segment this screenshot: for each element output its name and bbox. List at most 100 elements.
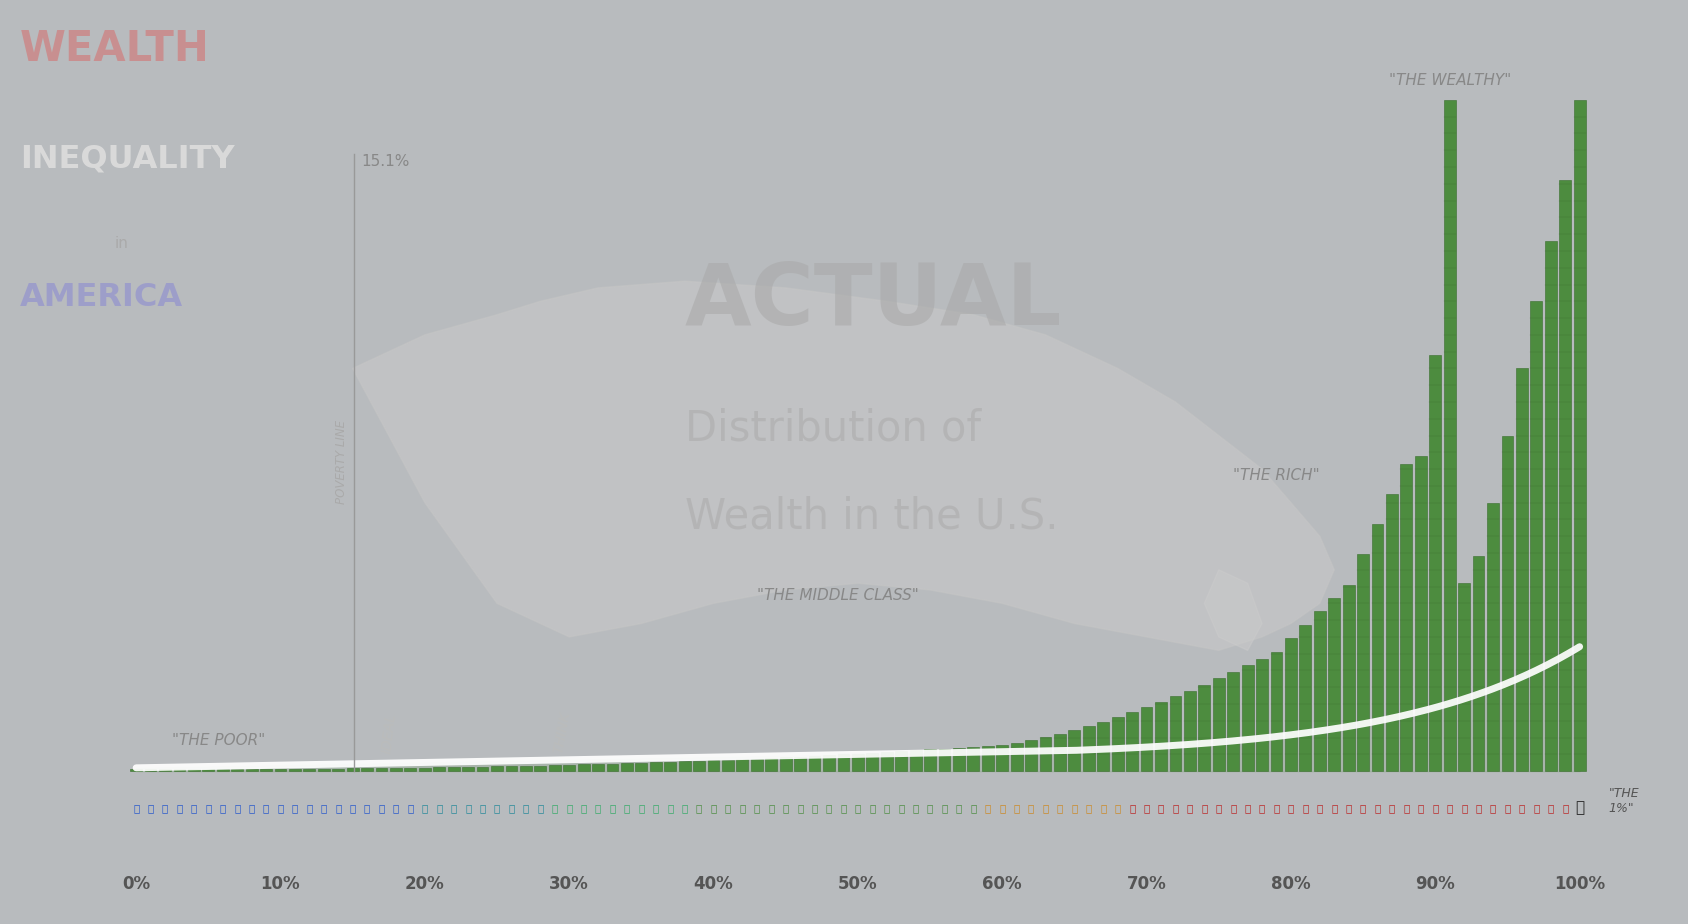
Text: ⧗: ⧗ (984, 803, 991, 813)
Bar (260, 769, 272, 772)
Text: ⧗: ⧗ (825, 803, 832, 813)
Text: ⧗: ⧗ (1215, 803, 1222, 813)
Text: ⧗: ⧗ (1418, 803, 1425, 813)
Text: ⧗: ⧗ (336, 803, 341, 813)
Bar (463, 767, 474, 772)
Bar (1183, 690, 1195, 772)
Text: ⧗: ⧗ (1244, 803, 1251, 813)
Text: ⧗: ⧗ (1403, 803, 1409, 813)
Text: ⧗: ⧗ (942, 803, 947, 813)
Bar (1531, 301, 1543, 772)
Text: ⧗: ⧗ (1361, 803, 1366, 813)
Bar (939, 748, 950, 772)
Bar (1472, 556, 1484, 772)
Text: ⧗: ⧗ (898, 803, 905, 813)
Text: ⧗: ⧗ (883, 803, 890, 813)
Text: ⧗: ⧗ (1475, 803, 1482, 813)
Polygon shape (1204, 570, 1263, 650)
Text: ⧗: ⧗ (625, 803, 630, 813)
Text: ⧗: ⧗ (1389, 803, 1394, 813)
Bar (216, 769, 228, 772)
Bar (866, 753, 878, 772)
Text: ⧗: ⧗ (999, 803, 1006, 813)
Bar (1357, 554, 1369, 772)
Text: ⧗: ⧗ (1301, 803, 1308, 813)
Text: "THE
1%": "THE 1%" (1609, 787, 1639, 815)
Text: ⧗: ⧗ (1202, 803, 1207, 813)
Bar (1198, 685, 1210, 772)
Bar (1487, 503, 1499, 772)
Text: ⧗: ⧗ (1173, 803, 1178, 813)
Bar (549, 765, 560, 772)
Text: ⧗: ⧗ (812, 803, 817, 813)
Text: ⧗: ⧗ (1447, 803, 1453, 813)
Text: ⧗: ⧗ (1561, 803, 1568, 813)
Text: ⧗: ⧗ (263, 803, 268, 813)
Text: ⧗: ⧗ (147, 803, 154, 813)
Bar (996, 745, 1008, 772)
Bar (447, 767, 459, 772)
Bar (1328, 598, 1340, 772)
Bar (1170, 697, 1182, 772)
Bar (881, 752, 893, 772)
Text: ⧗: ⧗ (1548, 803, 1555, 813)
Text: ⧗: ⧗ (1504, 803, 1511, 813)
Text: ⧗: ⧗ (1533, 803, 1539, 813)
Bar (476, 767, 488, 772)
Text: ⧗: ⧗ (913, 803, 918, 813)
Text: in: in (115, 236, 128, 250)
Bar (1097, 722, 1109, 772)
Bar (1227, 672, 1239, 772)
Text: "THE MIDDLE CLASS": "THE MIDDLE CLASS" (756, 589, 918, 603)
Bar (1372, 524, 1384, 772)
Text: ⧗: ⧗ (248, 803, 255, 813)
Text: THINK: THINK (552, 711, 572, 754)
Text: ⧗: ⧗ (133, 803, 140, 813)
Bar (520, 766, 532, 772)
Text: ⧗: ⧗ (927, 803, 933, 813)
Bar (434, 768, 446, 772)
Bar (361, 768, 373, 772)
Text: ⧗: ⧗ (1273, 803, 1280, 813)
Bar (1025, 740, 1036, 772)
Text: ⧗: ⧗ (277, 803, 284, 813)
Text: ⧗: ⧗ (797, 803, 803, 813)
Text: ⧗: ⧗ (378, 803, 385, 813)
Bar (405, 768, 417, 772)
Text: ⧗: ⧗ (1431, 803, 1438, 813)
Bar (1242, 665, 1254, 772)
Bar (174, 769, 186, 772)
Text: "THE RICH": "THE RICH" (1234, 468, 1320, 482)
Bar (419, 768, 430, 772)
Text: IDEAL: IDEAL (380, 712, 398, 754)
Text: ⧗: ⧗ (1072, 803, 1077, 813)
Text: ⧗: ⧗ (711, 803, 717, 813)
Bar (390, 768, 402, 772)
Polygon shape (353, 281, 1334, 650)
Bar (824, 755, 836, 772)
Text: ⧗: ⧗ (552, 803, 557, 813)
Bar (1458, 583, 1470, 772)
Text: ⧗: ⧗ (436, 803, 442, 813)
Bar (564, 765, 576, 772)
Text: ⧗: ⧗ (523, 803, 528, 813)
Text: ⧗: ⧗ (783, 803, 788, 813)
Text: ⧗: ⧗ (191, 803, 197, 813)
Bar (923, 749, 935, 772)
Text: ⧗: ⧗ (176, 803, 182, 813)
Text: ⧗: ⧗ (393, 803, 398, 813)
Text: ⧗: ⧗ (768, 803, 775, 813)
Text: "THE POOR": "THE POOR" (172, 733, 265, 748)
Bar (621, 763, 633, 772)
Text: ⧗: ⧗ (667, 803, 674, 813)
Bar (1112, 717, 1124, 772)
Bar (1155, 702, 1166, 772)
Bar (967, 747, 979, 772)
Bar (1502, 435, 1514, 772)
Bar (1214, 678, 1225, 772)
Text: ⧗: ⧗ (451, 803, 457, 813)
Bar (1084, 726, 1096, 772)
Bar (954, 748, 966, 772)
Text: ⧗: ⧗ (1374, 803, 1381, 813)
Bar (1342, 585, 1354, 772)
